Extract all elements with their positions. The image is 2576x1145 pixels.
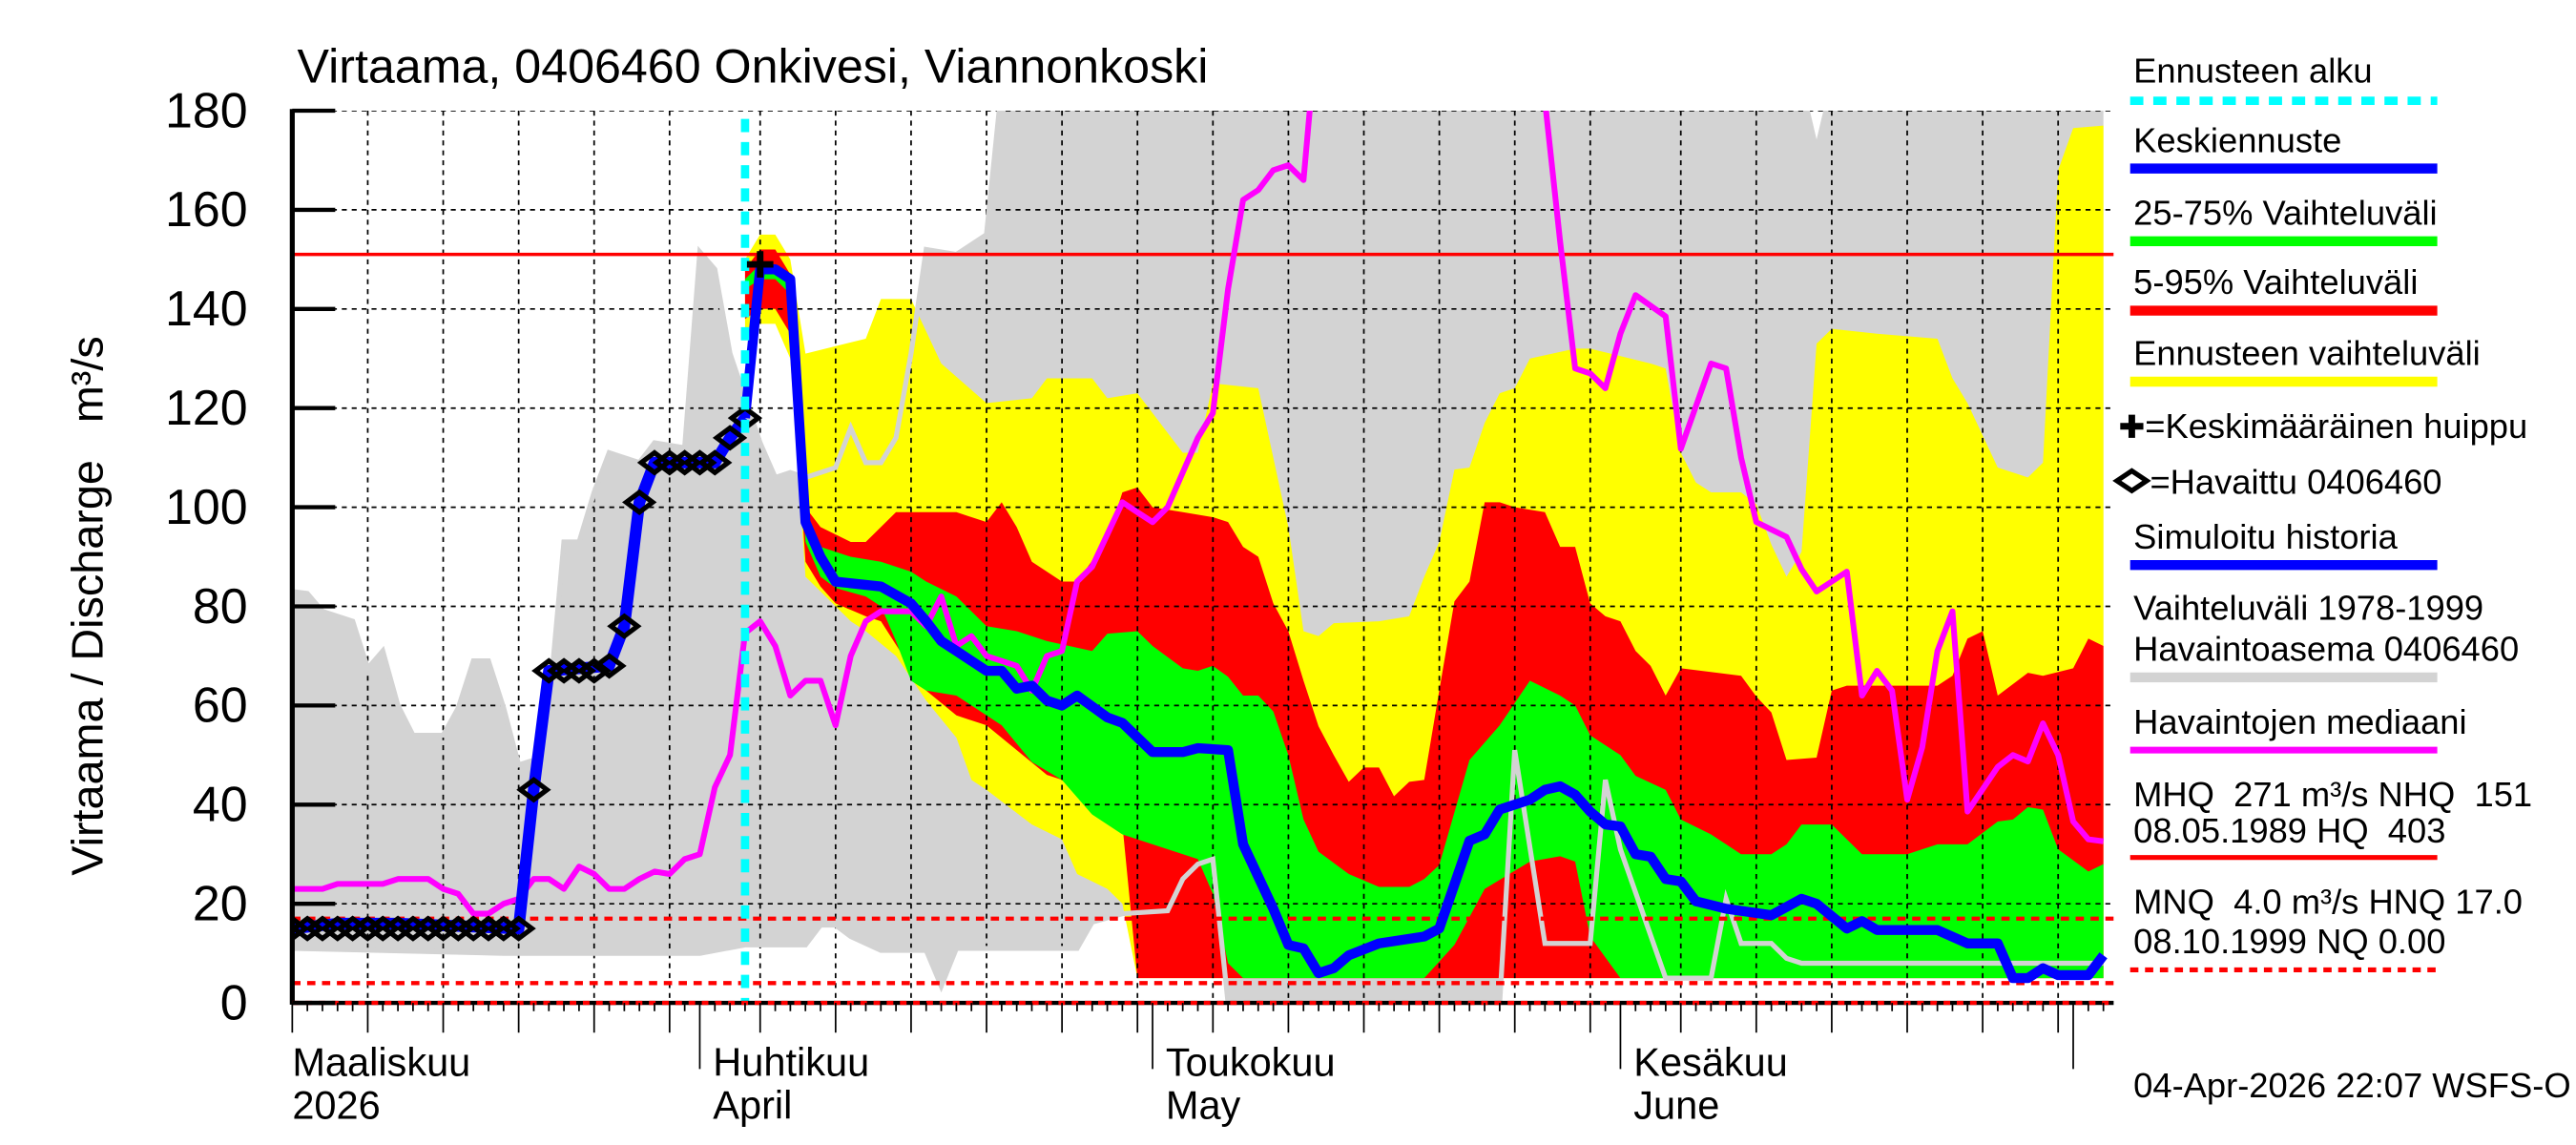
- series-observation-median: [292, 111, 2105, 917]
- legend-mhq-label-1: MHQ 271 m³/s NHQ 151: [2133, 775, 2532, 814]
- legend-mhq-label-2: 08.05.1989 HQ 403: [2133, 811, 2445, 850]
- legend-range-25-75-label: 25-75% Vaihteluväli: [2133, 193, 2437, 232]
- legend-hist-range-label-2: Havaintoasema 0406460: [2133, 630, 2519, 669]
- y-axis-label: Virtaama / Discharge m³/s: [62, 336, 112, 875]
- diamond-icon: [2112, 468, 2151, 494]
- timestamp: 04-Apr-2026 22:07 WSFS-O: [2133, 1066, 2570, 1105]
- x-month-label: Huhtikuu: [713, 1039, 869, 1084]
- observed-point: [682, 449, 717, 476]
- series-layer: [292, 111, 2108, 1004]
- chart-title: Virtaama, 0406460 Onkivesi, Viannonkoski: [298, 40, 1209, 94]
- plot-area: [292, 111, 2114, 1004]
- legend-forecast-range-label: Ennusteen vaihteluväli: [2133, 334, 2481, 373]
- y-tick-label: 60: [193, 678, 248, 734]
- y-tick-label: 40: [193, 778, 248, 833]
- x-month-sublabel: June: [1633, 1082, 1719, 1127]
- observed-point: [561, 657, 597, 684]
- observed-point: [697, 449, 733, 476]
- observed-point: [486, 915, 521, 942]
- axes: 0 20 40 60 80 100 120 140 160 180: [165, 83, 2114, 1070]
- y-tick-label: 0: [220, 975, 248, 1030]
- legend-observed-label: =Havaittu 0406460: [2150, 463, 2441, 502]
- observed-point: [501, 915, 536, 942]
- observed-point: [516, 777, 551, 803]
- historical-range-upper-line: [292, 111, 1829, 769]
- band-range-25-75: [744, 264, 2104, 979]
- x-month-label: Kesäkuu: [1633, 1039, 1788, 1084]
- x-month-sublabel: 2026: [292, 1082, 380, 1127]
- legend-mnq-label-2: 08.10.1999 NQ 0.00: [2133, 922, 2445, 961]
- band-range-5-95: [744, 249, 2104, 979]
- legend-hist-range-label-1: Vaihteluväli 1978-1999: [2133, 588, 2483, 627]
- mean-peak-marker: [746, 251, 774, 278]
- observed-point: [712, 425, 748, 451]
- legend-median-forecast-label: Keskiennuste: [2133, 120, 2341, 159]
- observed-point: [576, 657, 612, 684]
- legend: Ennusteen alku Keskiennuste 25-75% Vaiht…: [2112, 52, 2532, 973]
- legend-range-5-95-label: 5-95% Vaihteluväli: [2133, 262, 2418, 302]
- x-month-sublabel: May: [1166, 1082, 1241, 1127]
- legend-simulated-label: Simuloitu historia: [2133, 517, 2398, 556]
- observed-point: [607, 613, 642, 639]
- x-month-label: Maaliskuu: [292, 1039, 470, 1084]
- legend-mnq-label-1: MNQ 4.0 m³/s HNQ 17.0: [2133, 883, 2523, 922]
- x-month-sublabel: April: [713, 1082, 792, 1127]
- plus-icon: [2120, 414, 2144, 438]
- y-tick-label: 180: [165, 83, 248, 138]
- historical-range-lower-line: [292, 749, 2104, 1004]
- y-tick-label: 120: [165, 381, 248, 436]
- legend-forecast-start-label: Ennusteen alku: [2133, 52, 2373, 91]
- y-tick-label: 160: [165, 182, 248, 238]
- y-tick-label: 100: [165, 480, 248, 535]
- series-median-forecast: [739, 264, 2108, 984]
- y-tick-label: 140: [165, 281, 248, 337]
- legend-mean-peak-label: =Keskimääräinen huippu: [2145, 406, 2527, 446]
- x-month-label: Toukokuu: [1166, 1039, 1336, 1084]
- y-tick-label: 80: [193, 579, 248, 635]
- reference-lines: [292, 252, 2114, 986]
- observed-point: [727, 405, 763, 431]
- y-tick-label: 20: [193, 876, 248, 931]
- observed-point: [592, 653, 627, 679]
- legend-obs-median-label: Havaintojen mediaani: [2133, 702, 2466, 741]
- observed-point: [622, 489, 657, 516]
